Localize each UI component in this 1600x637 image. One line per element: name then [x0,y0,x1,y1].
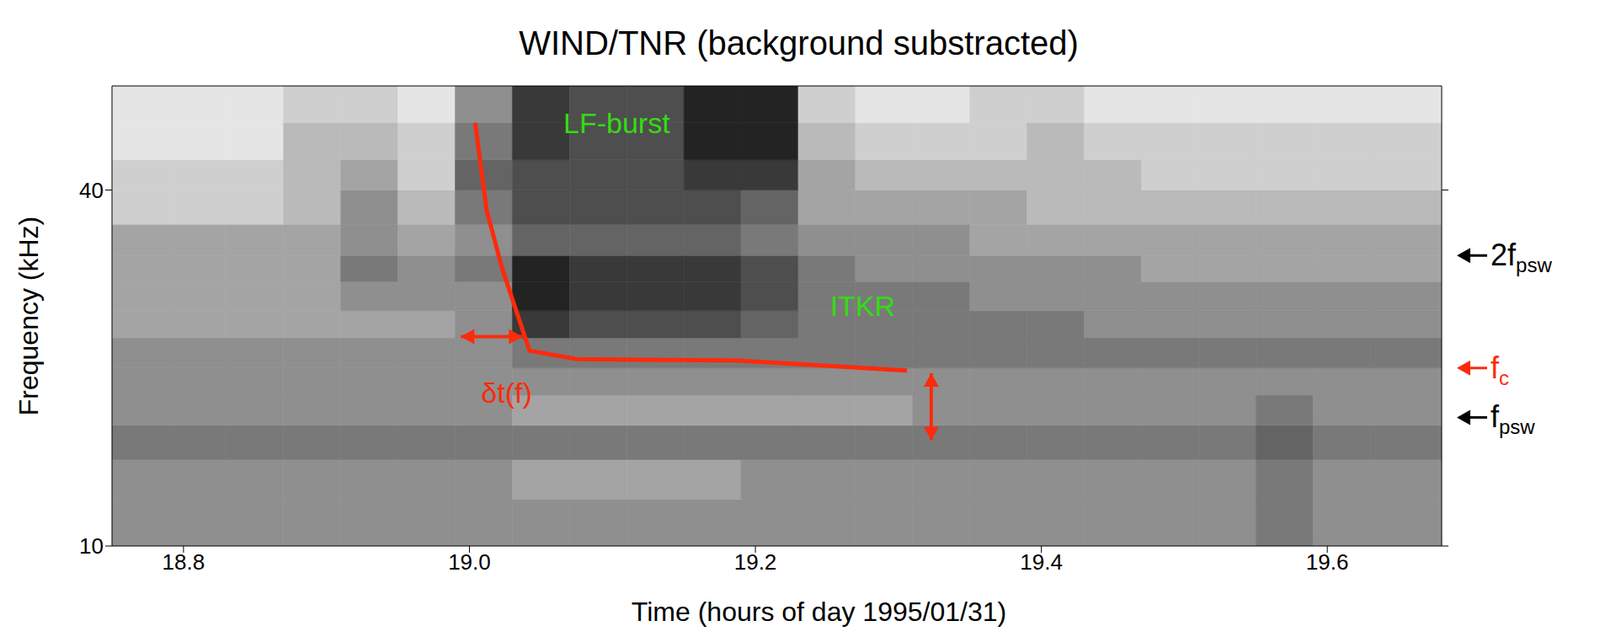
svg-text:19.4: 19.4 [1019,549,1063,575]
html-text:Time (hours of day 1995/01/31): Time (hours of day 1995/01/31) [631,596,1007,627]
svg-text:19.0: 19.0 [448,549,491,575]
svg-text:10: 10 [79,533,104,559]
svg-text:19.2: 19.2 [734,549,778,575]
svg-text:fc: fc [1490,350,1510,390]
html-text:WIND/TNR (background substract: WIND/TNR (background substracted) [518,24,1079,62]
svg-text:18.8: 18.8 [162,549,206,575]
svg-text:δt(f): δt(f) [480,376,532,409]
svg-text:40: 40 [79,177,104,203]
svg-text:2fpsw: 2fpsw [1490,237,1552,277]
svg-text:19.6: 19.6 [1306,549,1350,575]
svg-text:ITKR: ITKR [830,289,896,322]
svg-text:fpsw: fpsw [1490,399,1536,438]
html-text:Frequency (kHz): Frequency (kHz) [13,216,44,416]
svg-text:LF-burst: LF-burst [563,106,671,139]
